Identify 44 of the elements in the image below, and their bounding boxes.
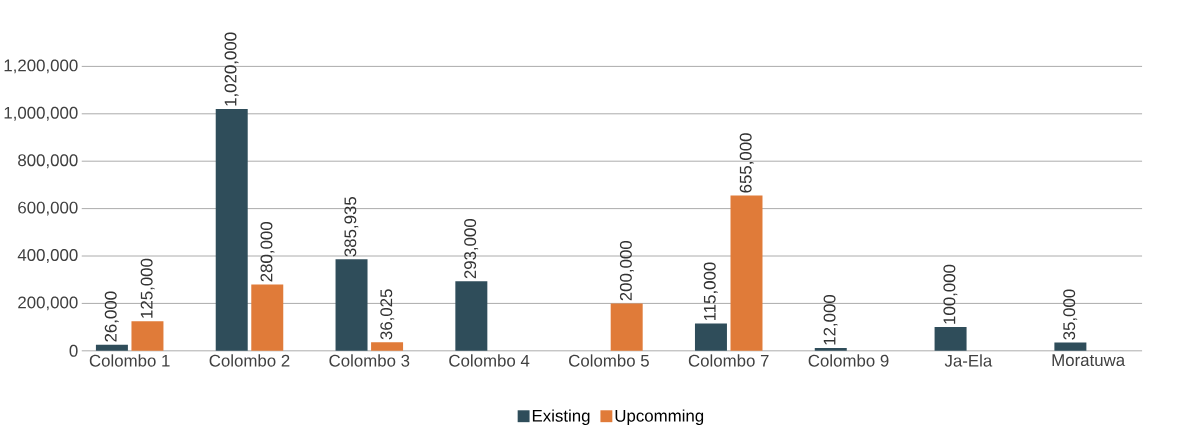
bar — [95, 344, 128, 351]
x-tick-label: Colombo 9 — [808, 354, 889, 367]
bar — [371, 342, 404, 351]
data-label: 280,000 — [260, 221, 275, 282]
x-tick-label: Colombo 4 — [449, 354, 530, 367]
y-tick-label: 200,000 — [18, 296, 78, 311]
y-tick-label: 1,200,000 — [4, 59, 78, 74]
data-label: 1,020,000 — [224, 32, 239, 106]
x-tick-label: Ja-Ela — [944, 354, 993, 367]
data-label: 100,000 — [943, 264, 958, 324]
bar — [131, 321, 164, 351]
x-tick-label: Colombo 1 — [89, 354, 170, 367]
data-label: 125,000 — [140, 258, 155, 318]
data-label: 12,000 — [823, 294, 838, 345]
data-label: 200,000 — [619, 240, 634, 301]
legend-label: Existing — [532, 409, 590, 426]
bar — [730, 195, 763, 351]
bar — [215, 109, 248, 351]
data-label: 655,000 — [739, 133, 754, 193]
x-tick-label: Colombo 7 — [688, 354, 769, 367]
bar — [251, 284, 284, 351]
bar — [814, 347, 847, 351]
bar — [335, 259, 368, 351]
data-label: 35,000 — [1063, 289, 1078, 340]
bar — [455, 281, 488, 351]
x-tick-label: Colombo 5 — [569, 354, 649, 367]
bar — [934, 327, 967, 351]
bar — [610, 303, 643, 351]
y-tick-label: 600,000 — [18, 201, 78, 216]
data-label: 385,935 — [344, 196, 359, 257]
x-tick-label: Colombo 3 — [329, 354, 410, 367]
bar — [694, 323, 727, 351]
x-tick-label: Colombo 2 — [209, 354, 290, 367]
y-tick-label: 400,000 — [17, 249, 78, 263]
x-tick-label: Moratuwa — [1052, 354, 1126, 367]
y-tick-label: 800,000 — [18, 154, 78, 169]
legend-label: Upcomming — [615, 409, 704, 426]
bar — [1054, 342, 1087, 351]
data-label: 36,025 — [380, 289, 395, 340]
y-tick-label: 1,000,000 — [4, 106, 78, 121]
data-label: 26,000 — [104, 291, 119, 342]
data-label: 115,000 — [703, 262, 718, 321]
y-tick-label: 0 — [69, 344, 78, 357]
data-label: 293,000 — [464, 218, 479, 279]
